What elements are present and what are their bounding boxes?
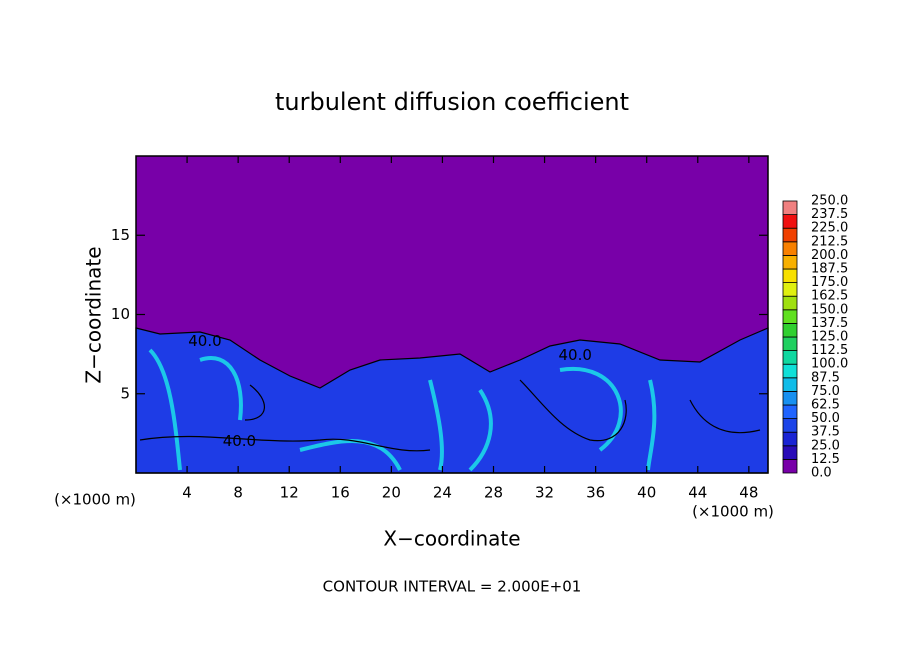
colorbar-swatch bbox=[782, 200, 798, 216]
y-axis-label: Z−coordinate bbox=[82, 246, 106, 383]
contour-label: 40.0 bbox=[223, 432, 256, 450]
y-tick-label: 10 bbox=[111, 305, 130, 323]
field bbox=[135, 156, 769, 474]
x-tick-label: 48 bbox=[739, 484, 758, 502]
colorbar-label: 200.0 bbox=[811, 248, 848, 263]
x-tick-label: 40 bbox=[637, 484, 656, 502]
colorbar-label: 0.0 bbox=[811, 466, 832, 481]
x-tick-label: 20 bbox=[382, 484, 401, 502]
colorbar-label: 212.5 bbox=[811, 234, 848, 249]
colorbar-label: 25.0 bbox=[811, 438, 840, 453]
footnote: CONTOUR INTERVAL = 2.000E+01 bbox=[323, 578, 582, 596]
y-tick-label: 15 bbox=[111, 226, 130, 244]
colorbar-label: 37.5 bbox=[811, 425, 840, 440]
colorbar-swatch bbox=[782, 322, 798, 338]
colorbar-label: 125.0 bbox=[811, 330, 848, 345]
colorbar-swatch bbox=[782, 458, 798, 474]
colorbar-swatch bbox=[782, 214, 798, 229]
colorbar-label: 225.0 bbox=[811, 221, 848, 236]
x-tick-label: 44 bbox=[688, 484, 707, 502]
colorbar-swatch bbox=[782, 309, 798, 324]
colorbar-swatch bbox=[782, 282, 798, 297]
colorbar-swatch bbox=[782, 268, 798, 284]
colorbar-swatch bbox=[782, 254, 798, 270]
x-unit: (×1000 m) bbox=[692, 503, 774, 521]
colorbar-label: 112.5 bbox=[811, 343, 848, 358]
colorbar-label: 87.5 bbox=[811, 370, 840, 385]
colorbar-label: 50.0 bbox=[811, 411, 840, 426]
colorbar-swatch bbox=[782, 431, 798, 447]
colorbar-label: 62.5 bbox=[811, 398, 840, 413]
x-axis-label: X−coordinate bbox=[383, 527, 520, 551]
colorbar-swatch bbox=[782, 350, 798, 365]
colorbar-swatch bbox=[782, 363, 798, 379]
colorbar-label: 150.0 bbox=[811, 302, 848, 317]
colorbar-swatch bbox=[782, 295, 798, 311]
colorbar-label: 137.5 bbox=[811, 316, 848, 331]
x-tick-label: 4 bbox=[182, 484, 192, 502]
chart-title: turbulent diffusion coefficient bbox=[275, 88, 629, 116]
field-region bbox=[135, 327, 769, 474]
colorbar-label: 237.5 bbox=[811, 207, 848, 222]
x-tick-label: 32 bbox=[535, 484, 554, 502]
colorbar-label: 75.0 bbox=[811, 384, 840, 399]
colorbar-label: 12.5 bbox=[811, 452, 840, 467]
x-tick-label: 36 bbox=[586, 484, 605, 502]
colorbar-swatch bbox=[782, 418, 798, 433]
colorbar-swatch bbox=[782, 241, 798, 256]
x-tick-label: 8 bbox=[233, 484, 243, 502]
colorbar-swatch bbox=[782, 336, 798, 352]
contour-label: 40.0 bbox=[559, 346, 592, 364]
x-tick-label: 12 bbox=[280, 484, 299, 502]
colorbar-swatch bbox=[782, 404, 798, 420]
field-contour bbox=[139, 379, 761, 452]
colorbar-label: 100.0 bbox=[811, 357, 848, 372]
colorbar-swatch bbox=[782, 445, 798, 460]
colorbar-swatch bbox=[782, 227, 798, 243]
x-tick-label: 28 bbox=[484, 484, 503, 502]
colorbar-label: 187.5 bbox=[811, 262, 848, 277]
colorbar-swatch bbox=[782, 377, 798, 392]
y-tick-label: 5 bbox=[120, 384, 130, 402]
colorbar-label: 250.0 bbox=[811, 194, 848, 209]
colorbar-label: 175.0 bbox=[811, 275, 848, 290]
colorbar-swatch bbox=[782, 390, 798, 406]
x-tick-label: 24 bbox=[433, 484, 452, 502]
colorbar-label: 162.5 bbox=[811, 289, 848, 304]
contour-label: 40.0 bbox=[188, 332, 221, 350]
x-tick-label: 16 bbox=[331, 484, 350, 502]
y-unit: (×1000 m) bbox=[54, 491, 136, 509]
